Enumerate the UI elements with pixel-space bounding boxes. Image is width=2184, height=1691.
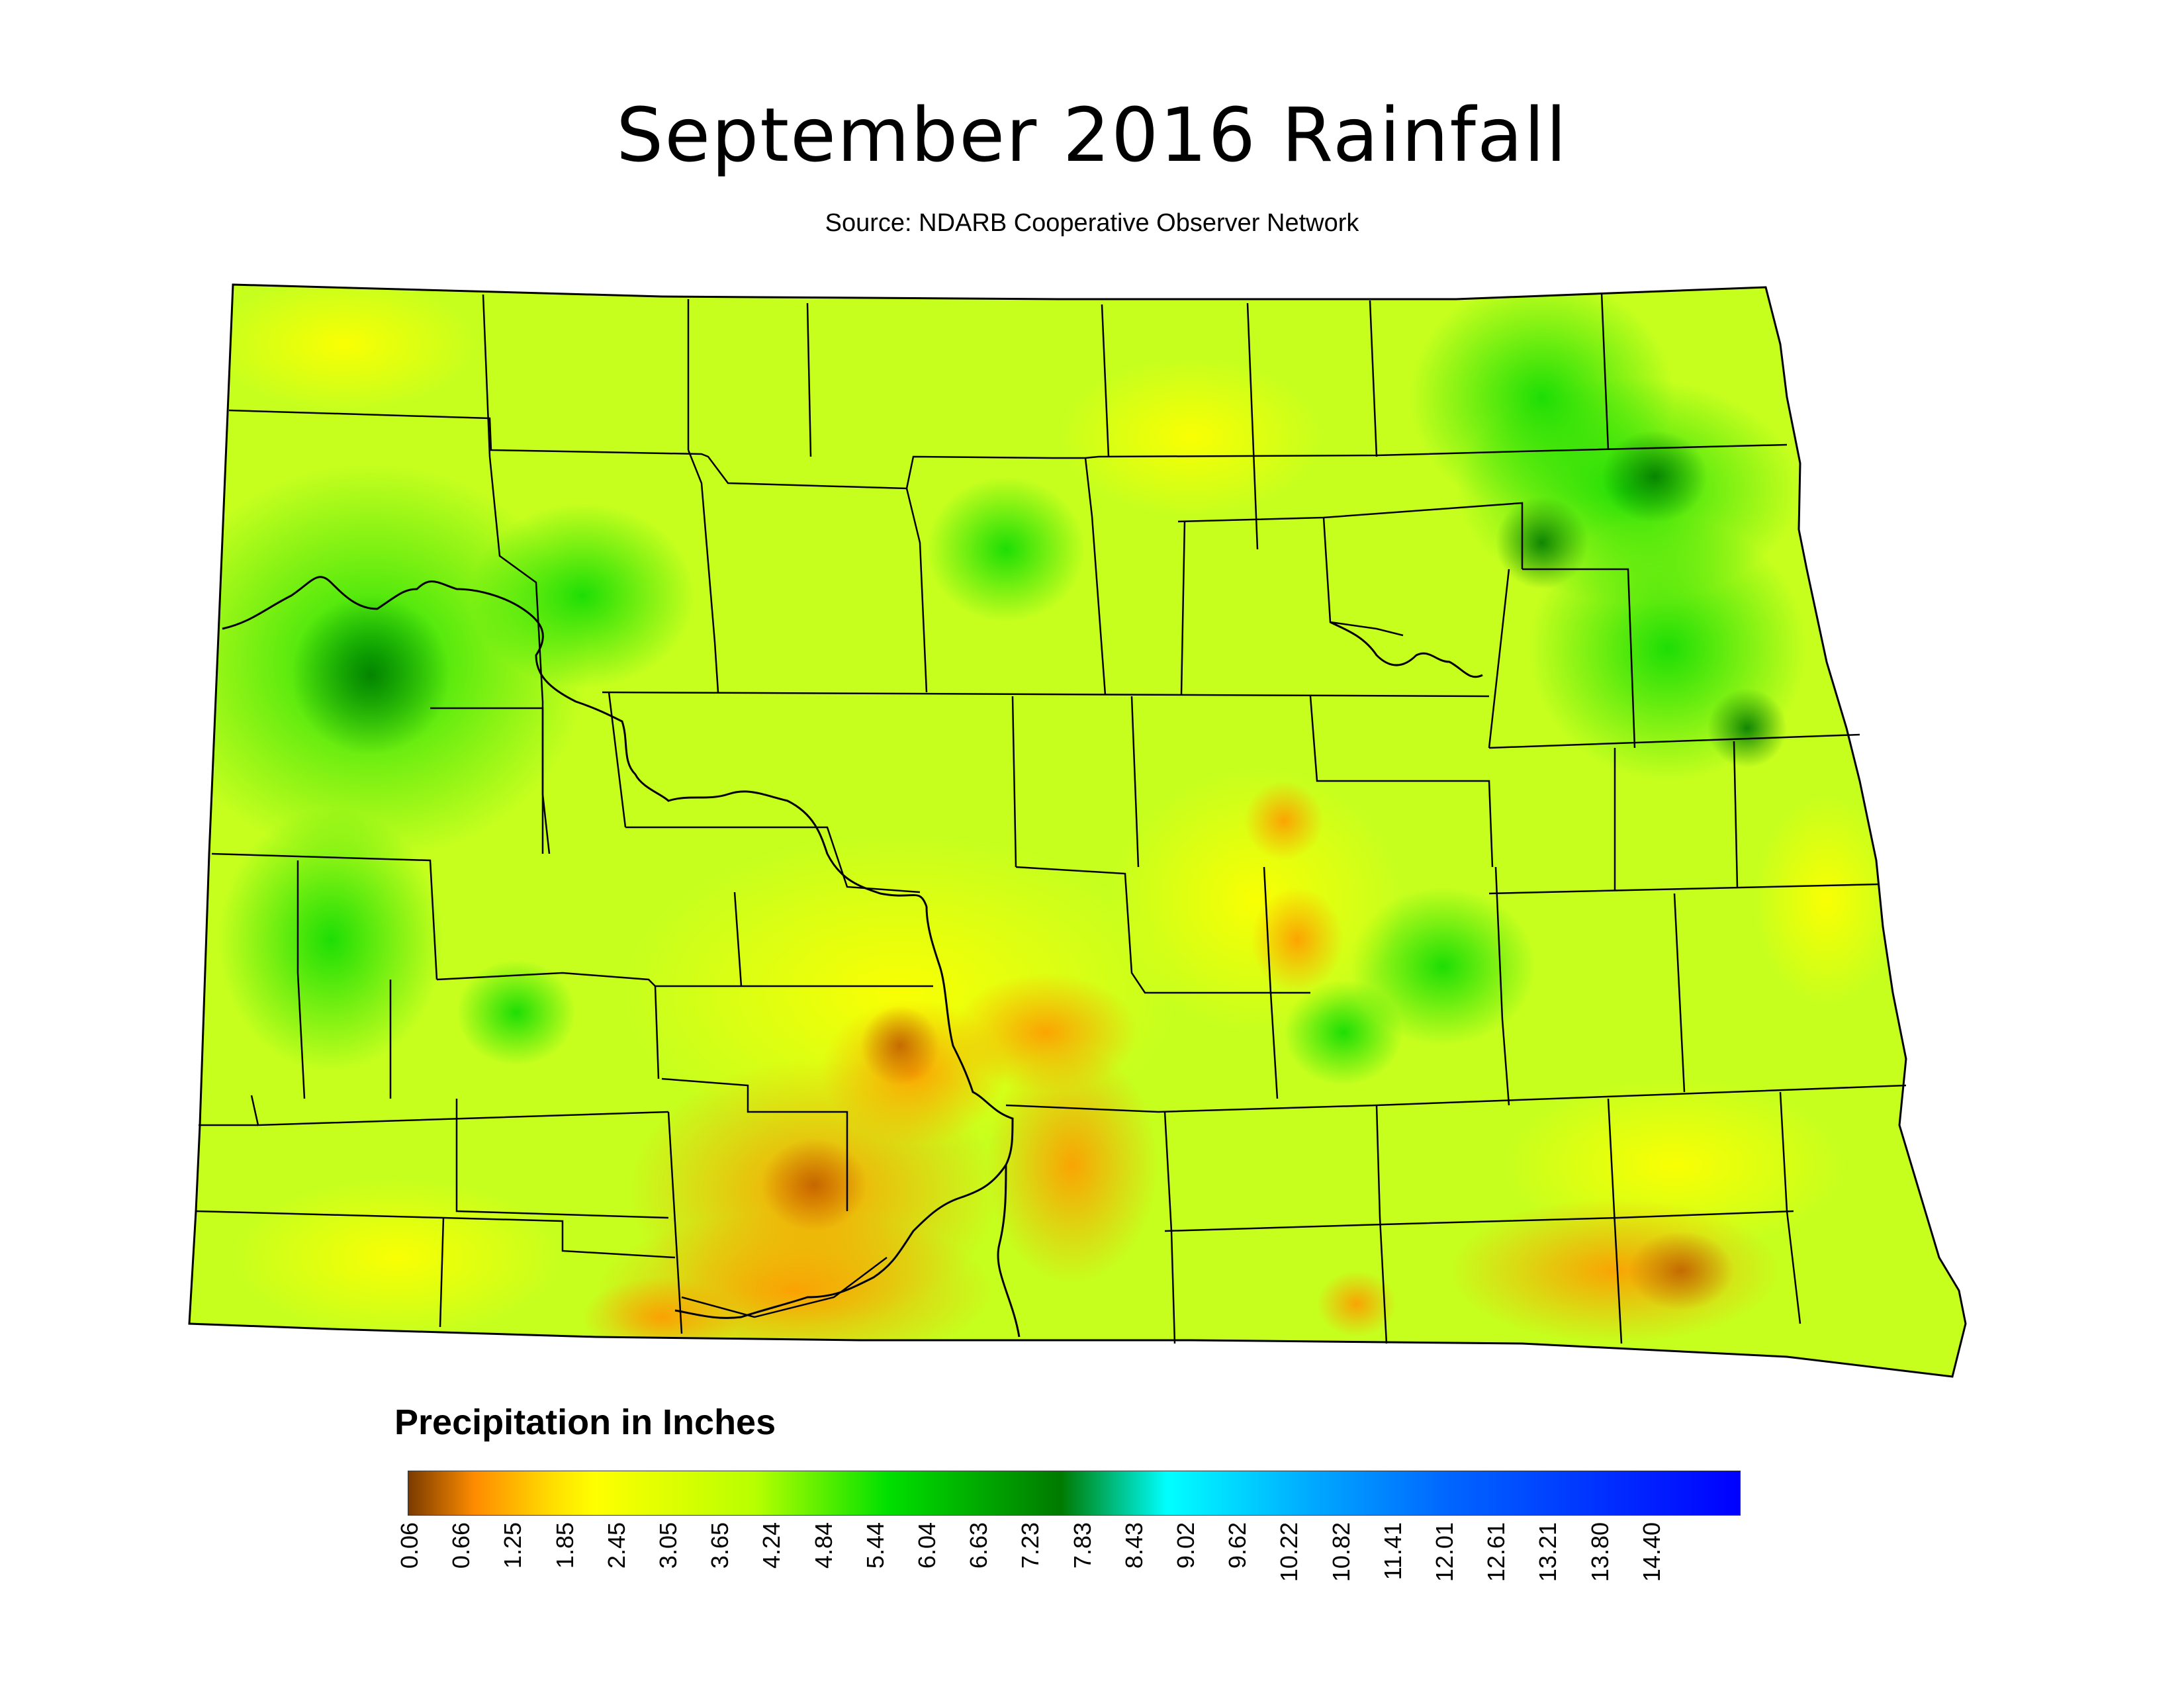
legend-title: Precipitation in Inches	[394, 1402, 776, 1442]
map-title: September 2016 Rainfall	[616, 93, 1568, 179]
river-lines	[222, 576, 1483, 1338]
legend-color-bar	[408, 1471, 1741, 1516]
county-boundaries	[195, 292, 1907, 1344]
state-outline	[188, 283, 1967, 1378]
precip-field	[189, 285, 1966, 1377]
legend-tick-labels: 0.06 0.66 1.25 1.85 2.45 3.05 3.65 4.24 4.84 5.44…	[396, 1522, 1665, 1582]
map-subtitle: Source: NDARB Cooperative Observer Netwo…	[825, 209, 1359, 237]
